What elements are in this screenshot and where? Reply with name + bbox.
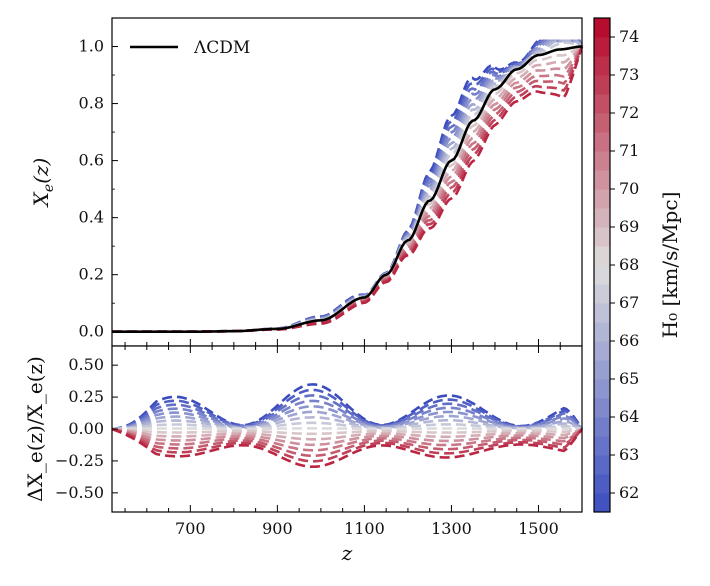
bottom-series-line-12	[111, 427, 583, 452]
colorbar-tick-label-5: 67	[619, 293, 639, 312]
top-y-tick-label-2: 0.4	[79, 208, 104, 227]
colorbar-cell-12	[594, 265, 610, 285]
bottom-series-line-13	[111, 427, 583, 458]
bottom-series-line-15	[111, 427, 584, 468]
colorbar-cell-2	[594, 455, 610, 475]
top-x-axis-ticks	[124, 339, 583, 346]
top-y-tick-label-5: 1.0	[79, 37, 104, 56]
colorbar-cell-25	[594, 18, 610, 38]
colorbar-tick-label-1: 63	[619, 445, 639, 464]
colorbar-cell-0	[594, 493, 610, 513]
bottom-series-line-9	[111, 427, 583, 436]
bottom-series-line-4	[111, 405, 583, 431]
colorbar-cell-6	[594, 379, 610, 399]
legend: ΛCDM	[130, 38, 250, 58]
colorbar-cell-24	[594, 37, 610, 57]
top-y-tick-label-3: 0.6	[79, 151, 104, 170]
bottom-series-line-8	[112, 427, 583, 431]
colorbar-tick-label-12: 74	[619, 27, 639, 46]
colorbar-cell-22	[594, 75, 610, 95]
colorbar-cell-9	[594, 322, 610, 342]
colorbar-ticks: 62 63 64 65 66 67 68 69 70 71 72 73 74	[610, 27, 639, 502]
bottom-series-line-0	[111, 383, 584, 431]
bottom-series-line-5	[111, 410, 583, 431]
bottom-y-tick-label-3: −0.25	[55, 451, 104, 470]
colorbar-cell-21	[594, 94, 610, 114]
colorbar-tick-label-0: 62	[619, 483, 639, 502]
bottom-series-line-14	[111, 427, 583, 463]
bottom-y-tick-label-0: 0.50	[68, 355, 104, 374]
x-tick-label-2: 1100	[344, 519, 385, 538]
colorbar-cell-14	[594, 227, 610, 247]
colorbar-tick-label-2: 64	[619, 407, 639, 426]
bottom-y-axis-ticks: 0.50 0.25 0.00 −0.25 −0.50	[55, 355, 118, 502]
bottom-series-line-11	[111, 427, 583, 447]
colorbar-tick-label-11: 73	[619, 65, 639, 84]
colorbar-cell-5	[594, 398, 610, 418]
bottom-series-group	[111, 383, 584, 468]
colorbar-tick-label-3: 65	[619, 369, 639, 388]
x-axis-label: z	[341, 541, 353, 565]
colorbar-tick-label-9: 71	[619, 141, 639, 160]
bottom-panel: 0.50 0.25 0.00 −0.25 −0.50 700 900 1100 1300 150…	[23, 345, 584, 565]
top-y-tick-label-0: 0.0	[79, 322, 104, 341]
bottom-y-tick-label-1: 0.25	[68, 387, 104, 406]
colorbar-cell-17	[594, 170, 610, 190]
colorbar-cell-13	[594, 246, 610, 266]
colorbar-cell-1	[594, 474, 610, 494]
colorbar-tick-label-10: 72	[619, 103, 639, 122]
top-panel: 0.0 0.2 0.4 0.6 0.8 1.0 ΛCDM Xe(z)	[29, 17, 584, 347]
colorbar-label: H₀ [km/s/Mpc]	[658, 192, 682, 339]
bottom-y-tick-label-2: 0.00	[68, 419, 104, 438]
colorbar-cell-15	[594, 208, 610, 228]
bottom-series-line-2	[111, 394, 583, 431]
bottom-series-line-3	[111, 399, 583, 431]
bottom-x-axis-ticks: 700 900 1100 1300 1500	[124, 346, 583, 538]
x-tick-label-4: 1500	[518, 519, 559, 538]
colorbar-cell-7	[594, 360, 610, 380]
colorbar-cell-3	[594, 436, 610, 456]
top-y-axis-ticks: 0.0 0.2 0.4 0.6 0.8 1.0	[79, 17, 118, 341]
colorbar-cell-11	[594, 284, 610, 304]
colorbar-cells	[594, 18, 610, 513]
top-y-axis-label: Xe(z)	[29, 158, 57, 209]
colorbar-cell-19	[594, 132, 610, 152]
x-tick-label-1: 900	[262, 519, 293, 538]
colorbar-tick-label-4: 66	[619, 331, 639, 350]
x-tick-label-0: 700	[175, 519, 206, 538]
bottom-series-line-10	[111, 427, 583, 441]
top-y-tick-label-4: 0.8	[79, 94, 104, 113]
colorbar-tick-label-8: 70	[619, 179, 639, 198]
legend-label: ΛCDM	[193, 38, 250, 58]
top-y-tick-label-1: 0.2	[79, 265, 104, 284]
bottom-y-tick-label-4: −0.50	[55, 483, 104, 502]
colorbar-cell-20	[594, 113, 610, 133]
colorbar: 62 63 64 65 66 67 68 69 70 71 72 73 74 H₀ [km/s/Mpc]	[593, 17, 682, 513]
colorbar-cell-16	[594, 189, 610, 209]
colorbar-tick-label-7: 69	[619, 217, 639, 236]
colorbar-tick-label-6: 68	[619, 255, 639, 274]
colorbar-cell-23	[594, 56, 610, 76]
colorbar-cell-8	[594, 341, 610, 361]
colorbar-cell-10	[594, 303, 610, 323]
bottom-y-axis-label: ΔX_e(z)/X_e(z)	[23, 356, 47, 502]
colorbar-cell-4	[594, 417, 610, 437]
colorbar-cell-18	[594, 151, 610, 171]
x-tick-label-3: 1300	[431, 519, 472, 538]
lcdm-reference-line	[112, 45, 583, 333]
